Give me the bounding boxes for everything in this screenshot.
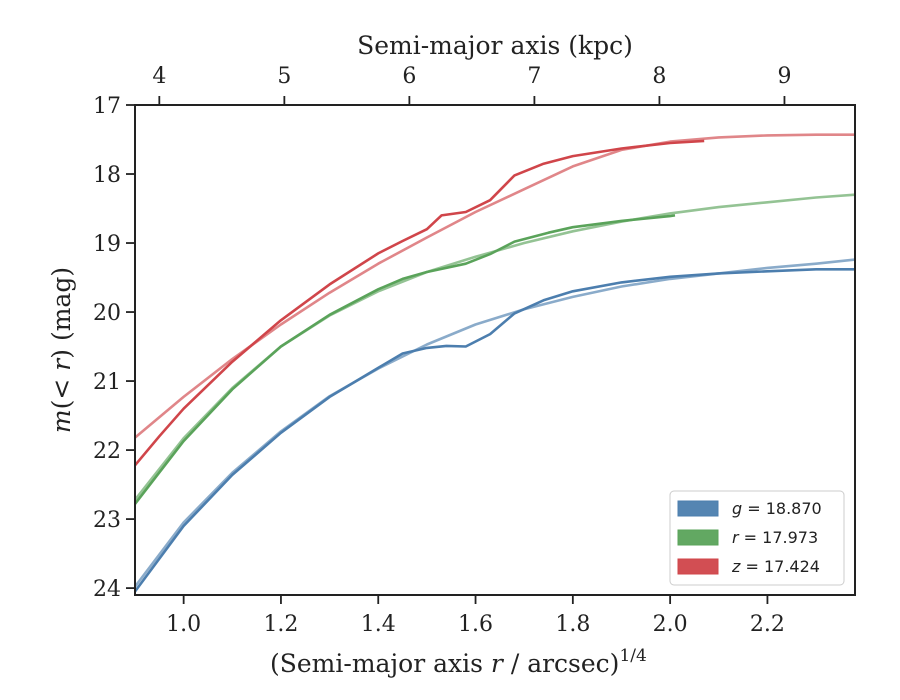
y-tick-label: 21 [93, 370, 121, 395]
y-tick-label: 22 [93, 439, 121, 464]
axis-ticks: 1.0 1.2 1.4 1.6 1.8 2.0 2.2 4 5 6 7 8 9 17 18 19 20 21 22 2… [93, 64, 791, 637]
x-axis-title-var: r [491, 649, 505, 678]
x-tick-label: 1.8 [555, 612, 590, 637]
top-tick-label: 4 [152, 64, 166, 89]
legend-label-g: g = 18.870 [732, 499, 822, 518]
y-tick-label: 20 [93, 301, 121, 326]
top-tick-label: 5 [277, 64, 291, 89]
series-z-model-line [134, 133, 855, 439]
top-axis-title: Semi-major axis (kpc) [357, 31, 633, 60]
legend-swatch-g [677, 500, 719, 517]
plot-lines [133, 133, 856, 593]
y-tick-label: 19 [93, 232, 121, 257]
x-tick-label: 1.2 [263, 612, 298, 637]
x-tick-label: 1.0 [166, 612, 201, 637]
legend-label-r: r = 17.973 [732, 528, 818, 547]
plot-frame [134, 104, 856, 596]
series-g-model-line [133, 258, 856, 588]
series-r-model-line [133, 193, 856, 501]
y-tick-label: 18 [93, 163, 121, 188]
y-axis-title-r: r [47, 357, 76, 379]
series-r-data-line [133, 214, 676, 505]
y-tick-label: 23 [93, 508, 121, 533]
x-tick-label: 1.6 [458, 612, 493, 637]
y-tick-label: 17 [93, 94, 121, 119]
legend-label-z: z = 17.424 [731, 557, 820, 576]
legend-swatch-z [677, 558, 719, 575]
legend: g = 18.870 r = 17.973 z = 17.424 [669, 490, 845, 586]
x-axis-title-exp: 1/4 [619, 646, 646, 666]
series-g-data-line [133, 267, 855, 593]
top-tick-label: 8 [652, 64, 666, 89]
top-tick-label: 9 [777, 64, 791, 89]
x-axis-title-part1: (Semi-major axis [270, 649, 491, 678]
x-tick-label: 2.2 [750, 612, 785, 637]
y-axis-title-paren: (< [47, 379, 76, 410]
y-axis-title-m: m [47, 409, 76, 433]
x-axis-title: (Semi-major axis r / arcsec)1/4 [270, 646, 647, 678]
x-tick-label: 1.4 [361, 612, 396, 637]
y-axis-title-unit: ) (mag) [47, 267, 76, 359]
y-tick-label: 24 [93, 577, 121, 602]
series-z-data-line [134, 139, 705, 467]
x-tick-label: 2.0 [653, 612, 688, 637]
legend-swatch-r [677, 529, 719, 546]
x-axis-title-part2: / arcsec) [503, 649, 620, 678]
y-axis-title: m(< r) (mag) [47, 267, 76, 433]
top-tick-label: 7 [527, 64, 541, 89]
top-tick-label: 6 [402, 64, 416, 89]
